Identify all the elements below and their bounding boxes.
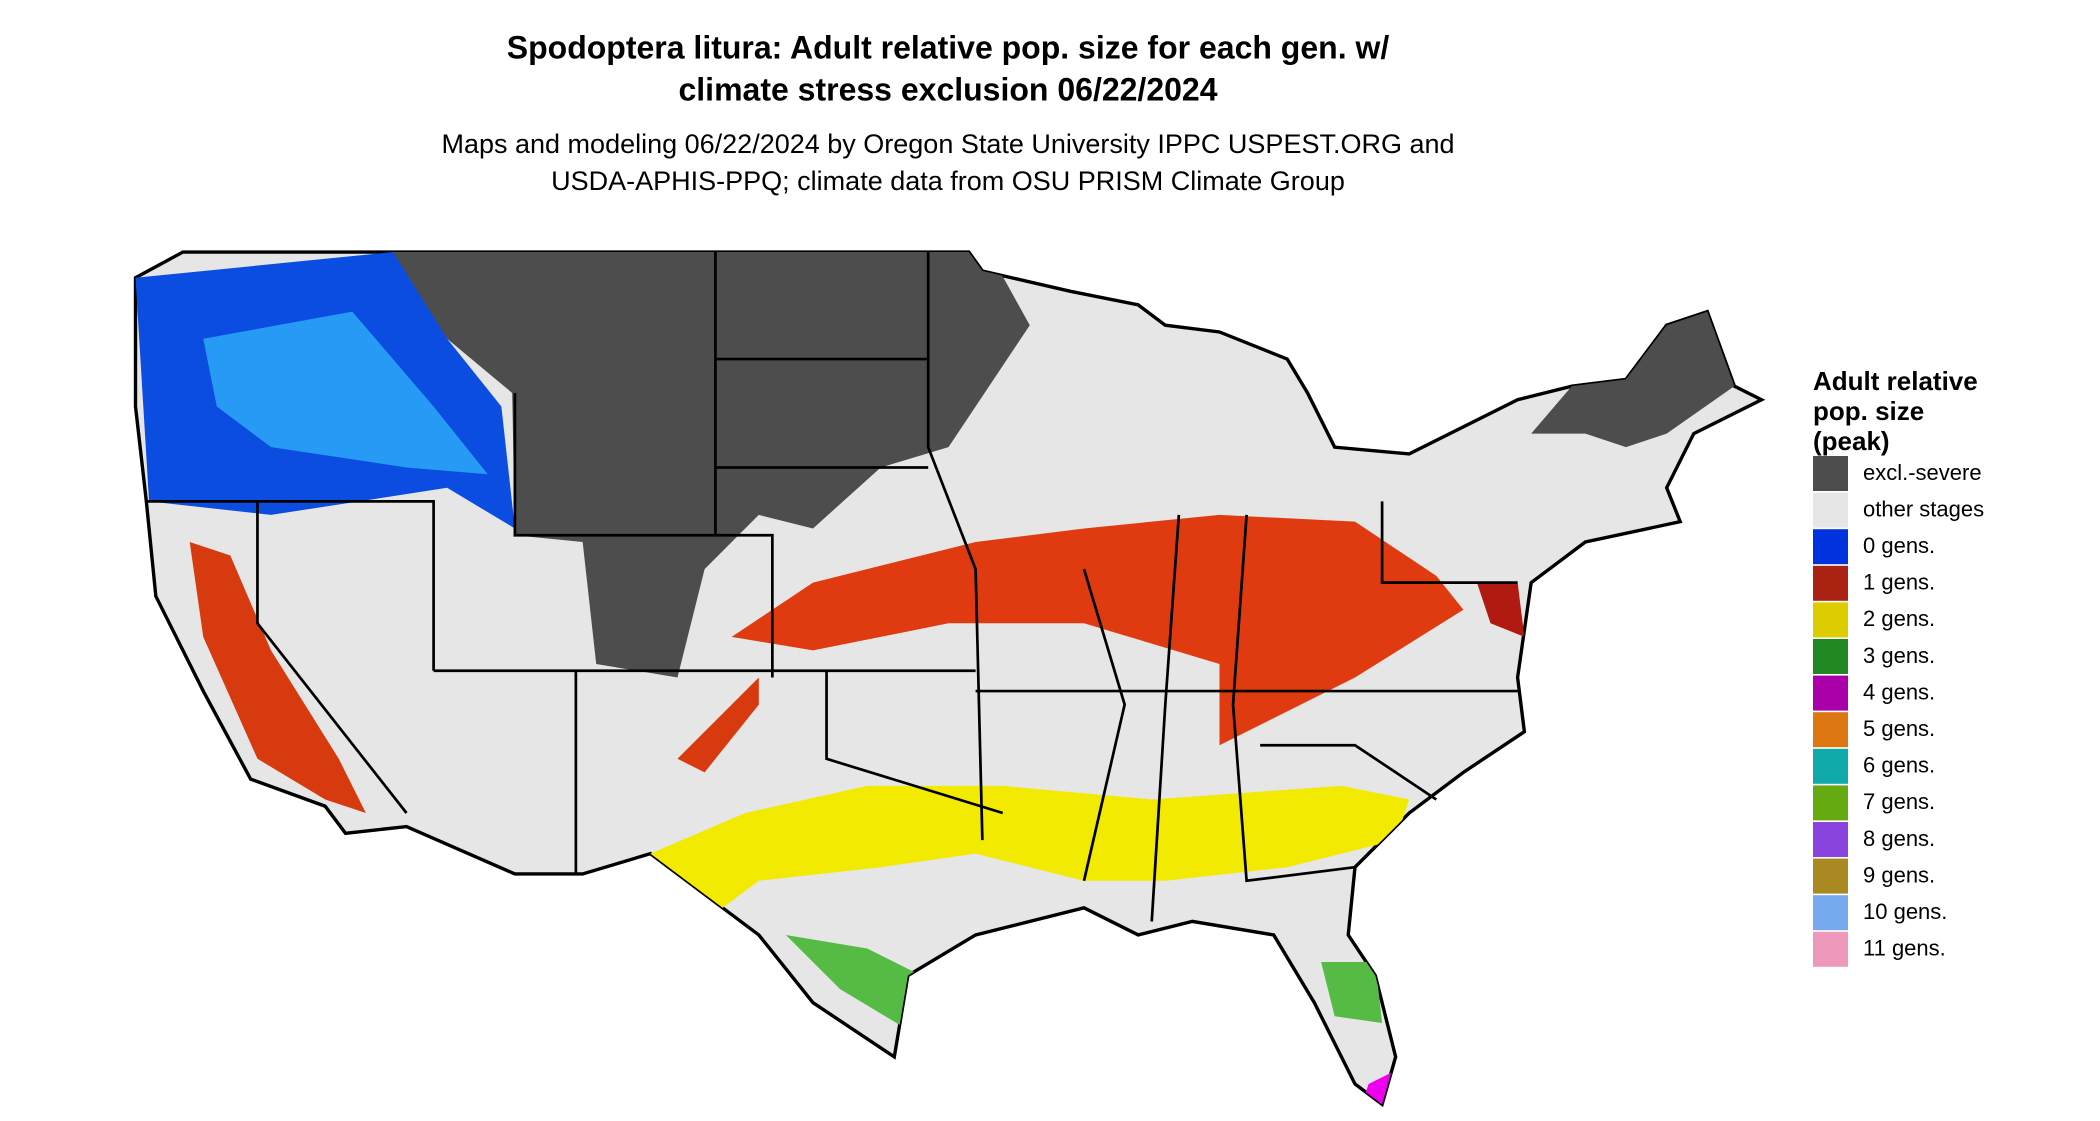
legend: Adult relative pop. size (peak) excl.-se… — [1813, 366, 1984, 967]
legend-label: 10 gens. — [1863, 899, 1947, 924]
zone-1 — [677, 677, 759, 773]
legend-swatch — [1813, 456, 1848, 491]
legend-swatch — [1813, 895, 1848, 931]
zone-2 — [650, 785, 1410, 922]
legend-label: 5 gens. — [1863, 716, 1935, 741]
border — [146, 499, 435, 671]
map — [133, 250, 1766, 1108]
border — [256, 501, 408, 814]
border — [1260, 743, 1438, 801]
legend-swatch — [1813, 785, 1848, 821]
subtitle-line: USDA-APHIS-PPQ; climate data from OSU PR… — [551, 166, 1345, 196]
border — [1380, 501, 1518, 585]
legend-label: 6 gens. — [1863, 753, 1935, 778]
legend-label: 11 gens. — [1863, 936, 1946, 961]
legend-label: 2 gens. — [1863, 606, 1935, 631]
legend-swatch — [1813, 602, 1848, 638]
state-lines — [146, 252, 1518, 922]
legend-label: excl.-severe — [1863, 460, 1982, 485]
legend-title: Adult relative — [1813, 366, 1978, 396]
border — [1150, 514, 1181, 922]
legend-title: (peak) — [1813, 426, 1890, 456]
border — [1231, 514, 1356, 883]
legend-swatch — [1813, 858, 1848, 894]
zone-1 — [189, 542, 366, 813]
legend-label: 7 gens. — [1863, 789, 1935, 814]
zone-1-dark — [1476, 582, 1525, 637]
border — [926, 252, 984, 841]
legend-label: other stages — [1863, 496, 1984, 521]
border — [1082, 568, 1127, 882]
legend-title: pop. size — [1813, 396, 1924, 426]
border — [513, 392, 774, 678]
legend-label: 0 gens. — [1863, 533, 1935, 558]
zones — [135, 252, 1735, 1105]
legend-label: 3 gens. — [1863, 643, 1935, 668]
legend-swatch — [1813, 822, 1848, 857]
legend-swatch — [1813, 492, 1848, 528]
legend-swatch — [1813, 748, 1848, 784]
legend-swatch — [1813, 675, 1848, 711]
legend-label: 4 gens. — [1863, 679, 1935, 704]
zone-1 — [731, 514, 1464, 746]
legend-label: 8 gens. — [1863, 826, 1935, 851]
legend-swatch — [1813, 639, 1848, 674]
legend-swatch — [1813, 529, 1848, 565]
title-line: Spodoptera litura: Adult relative pop. s… — [507, 29, 1390, 65]
zone-3 — [785, 934, 922, 1030]
zone-3 — [1321, 962, 1383, 1024]
legend-swatch — [1813, 712, 1848, 748]
border — [825, 670, 1004, 815]
zone-excl — [1531, 311, 1735, 448]
legend-label: 9 gens. — [1863, 862, 1935, 887]
legend-label: 1 gens. — [1863, 570, 1935, 595]
legend-swatch — [1813, 565, 1848, 601]
title-line: climate stress exclusion 06/22/2024 — [678, 71, 1217, 107]
legend-swatch — [1813, 931, 1848, 967]
subtitle-line: Maps and modeling 06/22/2024 by Oregon S… — [441, 129, 1454, 159]
zone-0-light — [203, 311, 488, 475]
